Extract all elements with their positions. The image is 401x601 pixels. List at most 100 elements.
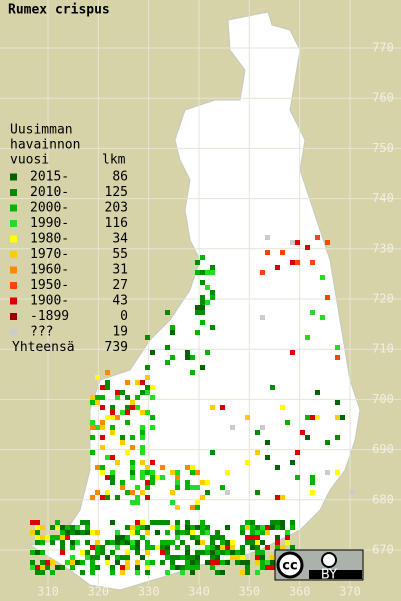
observation-square <box>55 565 60 570</box>
observation-square <box>190 465 195 470</box>
observation-square <box>135 485 140 490</box>
observation-square <box>95 555 100 560</box>
by-label: BY <box>321 568 337 583</box>
observation-square <box>105 370 110 375</box>
observation-square <box>190 555 195 560</box>
observation-square <box>100 495 105 500</box>
observation-square <box>220 405 225 410</box>
observation-square <box>85 530 90 535</box>
observation-square <box>145 480 150 485</box>
observation-square <box>150 470 155 475</box>
observation-square <box>225 540 230 545</box>
observation-square <box>185 520 190 525</box>
observation-square <box>135 380 140 385</box>
observation-square <box>105 560 110 565</box>
observation-square <box>35 565 40 570</box>
observation-square <box>120 480 125 485</box>
observation-square <box>170 500 175 505</box>
observation-square <box>150 385 155 390</box>
observation-square <box>200 305 205 310</box>
observation-square <box>250 535 255 540</box>
observation-square <box>210 325 215 330</box>
observation-square <box>225 560 230 565</box>
observation-square <box>255 430 260 435</box>
observation-square <box>210 535 215 540</box>
legend-count: 203 <box>105 201 128 216</box>
observation-square <box>145 545 150 550</box>
observation-square <box>205 525 210 530</box>
observation-square <box>200 255 205 260</box>
observation-square <box>225 470 230 475</box>
observation-square <box>125 395 130 400</box>
observation-square <box>145 470 150 475</box>
license-badge: cc BY <box>274 549 364 583</box>
observation-square <box>270 560 275 565</box>
observation-square <box>95 490 100 495</box>
observation-square <box>70 525 75 530</box>
observation-square <box>185 530 190 535</box>
observation-square <box>140 425 145 430</box>
observation-square <box>100 545 105 550</box>
observation-square <box>290 525 295 530</box>
observation-square <box>130 405 135 410</box>
observation-square <box>60 550 65 555</box>
observation-square <box>195 270 200 275</box>
observation-square <box>260 425 265 430</box>
observation-square <box>245 520 250 525</box>
observation-square <box>100 550 105 555</box>
observation-square <box>240 545 245 550</box>
observation-square <box>110 410 115 415</box>
observation-square <box>335 435 340 440</box>
observation-square <box>150 395 155 400</box>
observation-square <box>305 415 310 420</box>
observation-square <box>125 565 130 570</box>
observation-square <box>205 300 210 305</box>
observation-square <box>290 545 295 550</box>
observation-square <box>335 345 340 350</box>
observation-square <box>85 550 90 555</box>
observation-square <box>145 540 150 545</box>
observation-square <box>180 570 185 575</box>
observation-square <box>140 470 145 475</box>
observation-square <box>140 410 145 415</box>
observation-square <box>165 310 170 315</box>
observation-square <box>190 505 195 510</box>
legend-label: 2015- <box>30 170 69 185</box>
observation-square <box>60 545 65 550</box>
observation-square <box>265 530 270 535</box>
observation-square <box>40 565 45 570</box>
observation-square <box>110 480 115 485</box>
y-tick-label: 690 <box>372 442 394 456</box>
observation-square <box>205 270 210 275</box>
observation-square <box>210 565 215 570</box>
observation-square <box>210 265 215 270</box>
observation-square <box>200 295 205 300</box>
observation-square <box>90 570 95 575</box>
observation-square <box>160 475 165 480</box>
observation-square <box>220 560 225 565</box>
observation-square <box>125 410 130 415</box>
observation-square <box>200 550 205 555</box>
observation-square <box>300 430 305 435</box>
observation-square <box>195 535 200 540</box>
observation-square <box>135 570 140 575</box>
observation-square <box>140 490 145 495</box>
observation-square <box>285 530 290 535</box>
observation-square <box>135 565 140 570</box>
observation-square <box>200 300 205 305</box>
observation-square <box>45 560 50 565</box>
observation-square <box>220 540 225 545</box>
observation-square <box>220 570 225 575</box>
observation-square <box>125 450 130 455</box>
legend-label: 1960- <box>30 263 69 278</box>
observation-square <box>110 405 115 410</box>
observation-square <box>115 395 120 400</box>
observation-square <box>90 420 95 425</box>
observation-square <box>90 435 95 440</box>
observation-square <box>120 440 125 445</box>
observation-square <box>135 520 140 525</box>
observation-square <box>140 520 145 525</box>
observation-square <box>145 335 150 340</box>
observation-square <box>250 525 255 530</box>
observation-square <box>335 355 340 360</box>
